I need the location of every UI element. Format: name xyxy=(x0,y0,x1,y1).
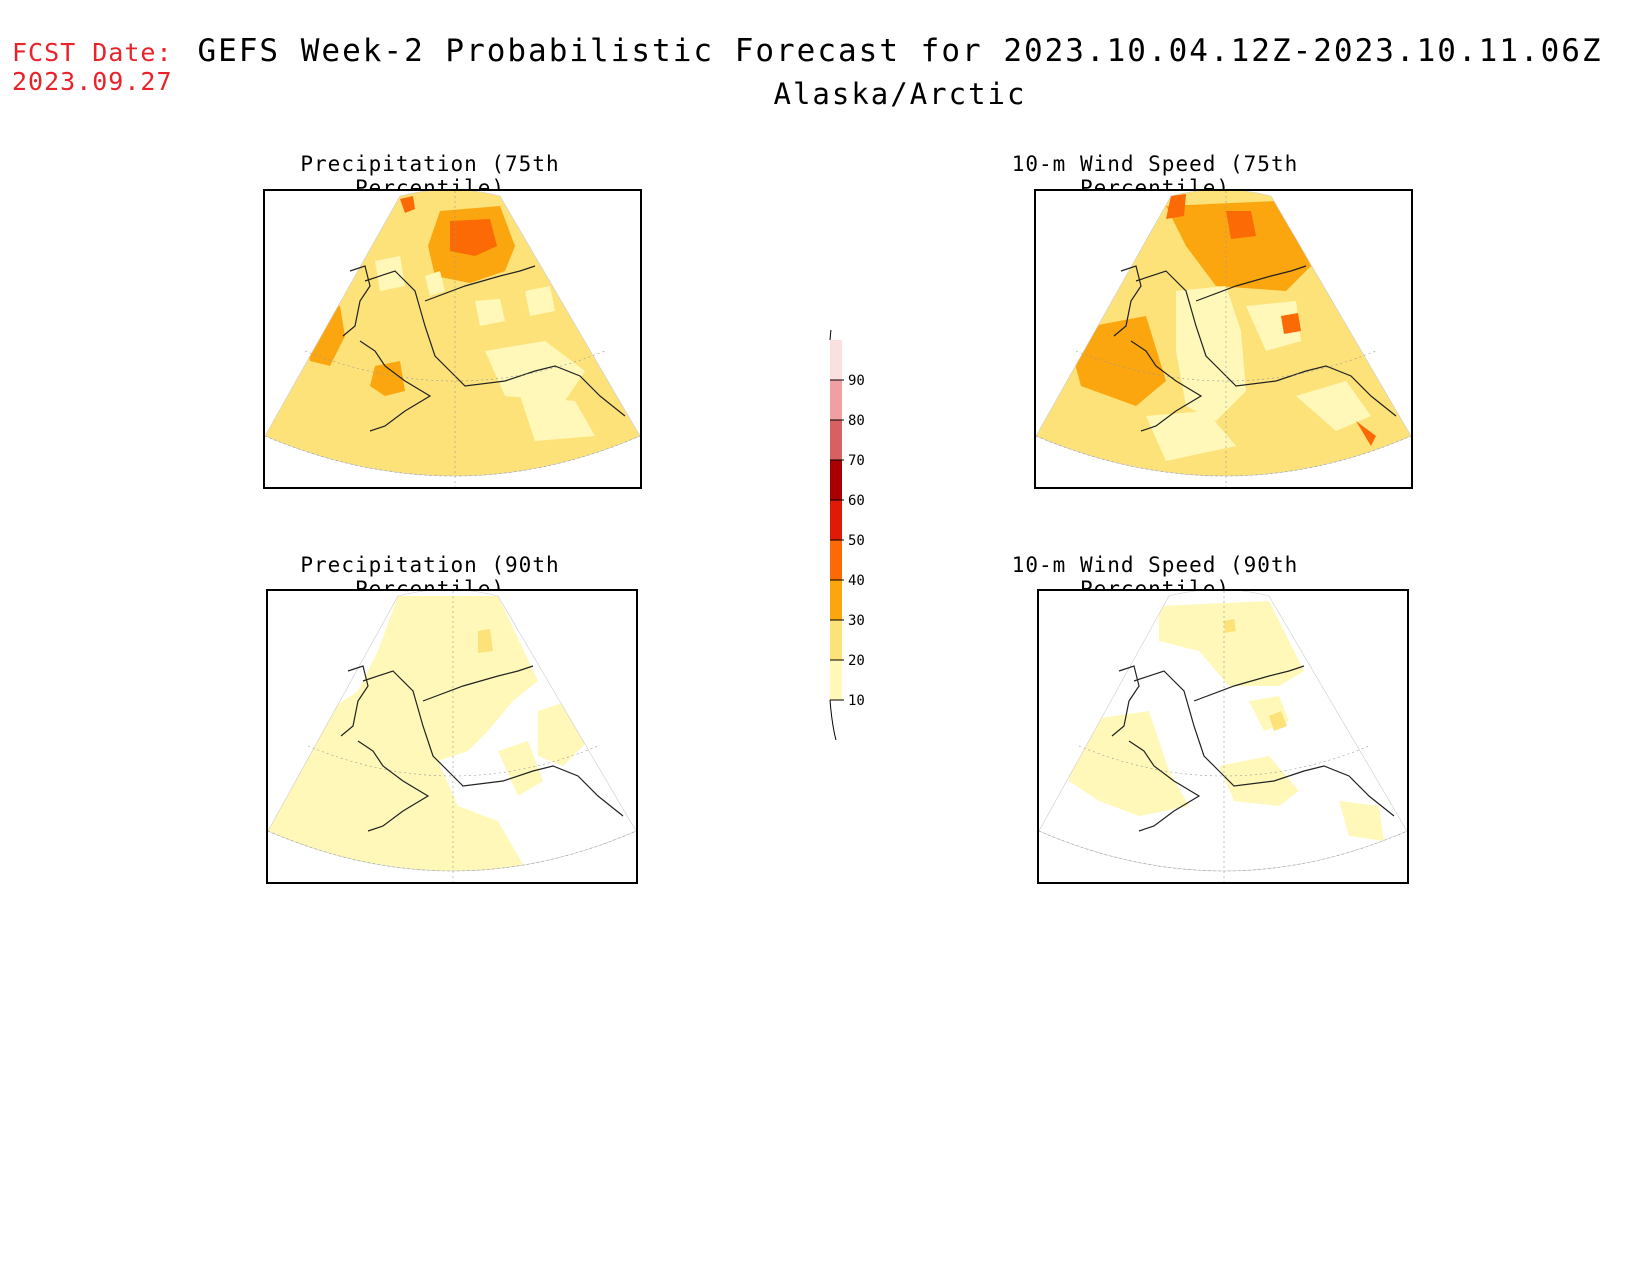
colorbar-swatch xyxy=(830,460,842,500)
colorbar-tick-label: 50 xyxy=(848,533,865,549)
colorbar-svg: 10 20 30 40 50 60 70 80 90 xyxy=(829,299,865,741)
colorbar-swatch xyxy=(830,340,842,380)
region-title: Alaska/Arctic xyxy=(773,77,1027,111)
colorbar-top-extension xyxy=(829,299,837,341)
colorbar-swatch xyxy=(830,420,842,460)
colorbar-tick-label: 30 xyxy=(848,613,865,629)
map-wind-90 xyxy=(1037,589,1409,884)
panel-title-precip-75: Precipitation (75th Percentile) xyxy=(300,152,560,200)
colorbar-tick-label: 60 xyxy=(848,493,865,509)
map-precip-90 xyxy=(266,589,638,884)
colorbar-swatch xyxy=(830,500,842,540)
colorbar-tick-label: 20 xyxy=(848,653,865,669)
colorbar-swatch xyxy=(830,580,842,620)
colorbar-tick-label: 70 xyxy=(848,453,865,469)
main-title: GEFS Week-2 Probabilistic Forecast for 2… xyxy=(197,33,1603,69)
colorbar-tick-label: 40 xyxy=(848,573,865,589)
fcst-date: 2023.09.27 xyxy=(12,67,173,96)
colorbar-tick-label: 90 xyxy=(848,373,865,389)
fcst-label: FCST Date: xyxy=(12,38,173,67)
map-wind-75 xyxy=(1034,189,1413,489)
colorbar-swatch xyxy=(830,620,842,660)
colorbar-tick-label: 80 xyxy=(848,413,865,429)
colorbar-swatch xyxy=(830,380,842,420)
forecast-date-label: FCST Date: 2023.09.27 xyxy=(12,38,173,96)
colorbar-swatch xyxy=(830,660,842,700)
colorbar-bottom-extension xyxy=(829,699,837,741)
colorbar-tick-label: 10 xyxy=(848,693,865,709)
colorbar-swatch xyxy=(830,540,842,580)
map-precip-75 xyxy=(263,189,642,489)
colorbar: 10 20 30 40 50 60 70 80 90 xyxy=(800,299,890,741)
